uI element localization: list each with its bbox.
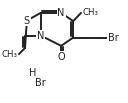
Text: O: O bbox=[57, 52, 65, 62]
Text: N: N bbox=[37, 30, 44, 41]
Text: CH₃: CH₃ bbox=[82, 8, 98, 17]
Text: Br: Br bbox=[35, 78, 46, 88]
Text: H: H bbox=[29, 68, 37, 78]
Text: N: N bbox=[57, 8, 65, 18]
Text: CH₃: CH₃ bbox=[2, 50, 18, 59]
Text: Br: Br bbox=[108, 33, 118, 43]
Text: S: S bbox=[24, 16, 30, 26]
